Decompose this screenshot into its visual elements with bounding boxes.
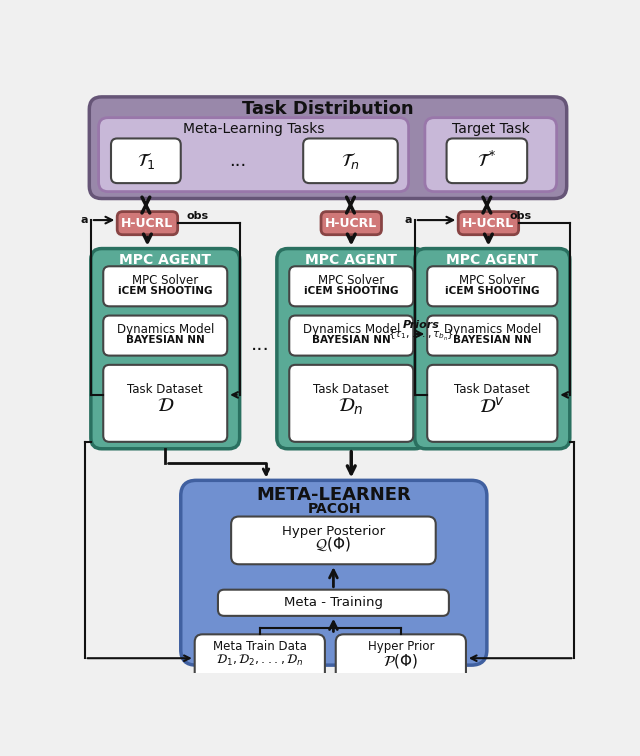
Text: $\mathcal{T}_1$: $\mathcal{T}_1$ (137, 150, 155, 171)
FancyBboxPatch shape (277, 249, 426, 449)
FancyBboxPatch shape (289, 315, 413, 355)
FancyBboxPatch shape (218, 590, 449, 616)
FancyBboxPatch shape (289, 266, 413, 306)
FancyBboxPatch shape (180, 480, 487, 665)
Text: Task Dataset: Task Dataset (127, 383, 203, 396)
FancyBboxPatch shape (458, 212, 518, 234)
FancyBboxPatch shape (321, 212, 381, 234)
Text: Meta-Learning Tasks: Meta-Learning Tasks (183, 122, 324, 136)
Text: Task Dataset: Task Dataset (314, 383, 389, 396)
FancyBboxPatch shape (90, 97, 566, 199)
Text: Hyper Prior: Hyper Prior (367, 640, 434, 653)
Text: $\{\tau_1,...,\tau_{b_n}\}$: $\{\tau_1,...,\tau_{b_n}\}$ (388, 328, 454, 343)
Text: PACOH: PACOH (307, 502, 361, 516)
Text: $\mathcal{Q}(\Phi)$: $\mathcal{Q}(\Phi)$ (316, 535, 351, 553)
FancyBboxPatch shape (117, 212, 178, 234)
Text: $\mathcal{D}_1, \mathcal{D}_2, ..., \mathcal{D}_n$: $\mathcal{D}_1, \mathcal{D}_2, ..., \mat… (216, 653, 303, 668)
Text: MPC Solver: MPC Solver (318, 274, 385, 287)
Text: BAYESIAN NN: BAYESIAN NN (453, 335, 532, 345)
Text: MPC Solver: MPC Solver (459, 274, 525, 287)
Text: Hyper Posterior: Hyper Posterior (282, 525, 385, 538)
FancyBboxPatch shape (447, 138, 527, 183)
Text: $\mathcal{D}^v$: $\mathcal{D}^v$ (479, 396, 506, 417)
Text: obs: obs (187, 211, 209, 222)
FancyBboxPatch shape (428, 315, 557, 355)
Text: ...: ... (250, 336, 269, 355)
Text: H-UCRL: H-UCRL (462, 217, 515, 230)
FancyBboxPatch shape (111, 138, 180, 183)
Text: iCEM SHOOTING: iCEM SHOOTING (118, 286, 212, 296)
Text: $\mathcal{P}(\Phi)$: $\mathcal{P}(\Phi)$ (383, 652, 418, 670)
Text: ...: ... (230, 152, 247, 170)
Text: iCEM SHOOTING: iCEM SHOOTING (304, 286, 399, 296)
Text: Dynamics Model: Dynamics Model (116, 323, 214, 336)
Text: $\mathcal{T}_n$: $\mathcal{T}_n$ (341, 150, 360, 171)
FancyBboxPatch shape (103, 266, 227, 306)
FancyBboxPatch shape (428, 266, 557, 306)
Text: MPC AGENT: MPC AGENT (305, 253, 397, 267)
Text: META-LEARNER: META-LEARNER (257, 486, 412, 504)
FancyBboxPatch shape (303, 138, 397, 183)
Text: H-UCRL: H-UCRL (122, 217, 173, 230)
Text: H-UCRL: H-UCRL (325, 217, 378, 230)
Text: $\mathcal{D}$: $\mathcal{D}$ (157, 398, 174, 415)
Text: $\mathcal{D}_n$: $\mathcal{D}_n$ (339, 396, 364, 417)
Text: obs: obs (509, 211, 531, 222)
Text: Task Dataset: Task Dataset (454, 383, 530, 396)
Text: a: a (405, 215, 412, 225)
Text: iCEM SHOOTING: iCEM SHOOTING (445, 286, 540, 296)
Text: MPC Solver: MPC Solver (132, 274, 198, 287)
FancyBboxPatch shape (91, 249, 239, 449)
Text: Dynamics Model: Dynamics Model (444, 323, 541, 336)
FancyBboxPatch shape (336, 634, 466, 682)
FancyBboxPatch shape (195, 634, 325, 682)
FancyBboxPatch shape (99, 118, 408, 191)
Text: a: a (81, 215, 88, 225)
FancyBboxPatch shape (425, 118, 557, 191)
FancyBboxPatch shape (103, 365, 227, 442)
Text: MPC AGENT: MPC AGENT (446, 253, 538, 267)
FancyBboxPatch shape (289, 365, 413, 442)
Text: Meta - Training: Meta - Training (284, 596, 383, 609)
Text: MPC AGENT: MPC AGENT (119, 253, 211, 267)
Text: Priors: Priors (403, 320, 440, 330)
Text: Target Task: Target Task (452, 122, 530, 136)
Text: Task Distribution: Task Distribution (242, 101, 414, 118)
FancyBboxPatch shape (428, 365, 557, 442)
Text: Dynamics Model: Dynamics Model (303, 323, 400, 336)
Text: $\mathcal{T}^*$: $\mathcal{T}^*$ (477, 150, 497, 171)
Text: Meta Train Data: Meta Train Data (213, 640, 307, 653)
Text: BAYESIAN NN: BAYESIAN NN (312, 335, 390, 345)
FancyBboxPatch shape (103, 315, 227, 355)
FancyBboxPatch shape (415, 249, 570, 449)
Text: BAYESIAN NN: BAYESIAN NN (126, 335, 205, 345)
FancyBboxPatch shape (231, 516, 436, 564)
